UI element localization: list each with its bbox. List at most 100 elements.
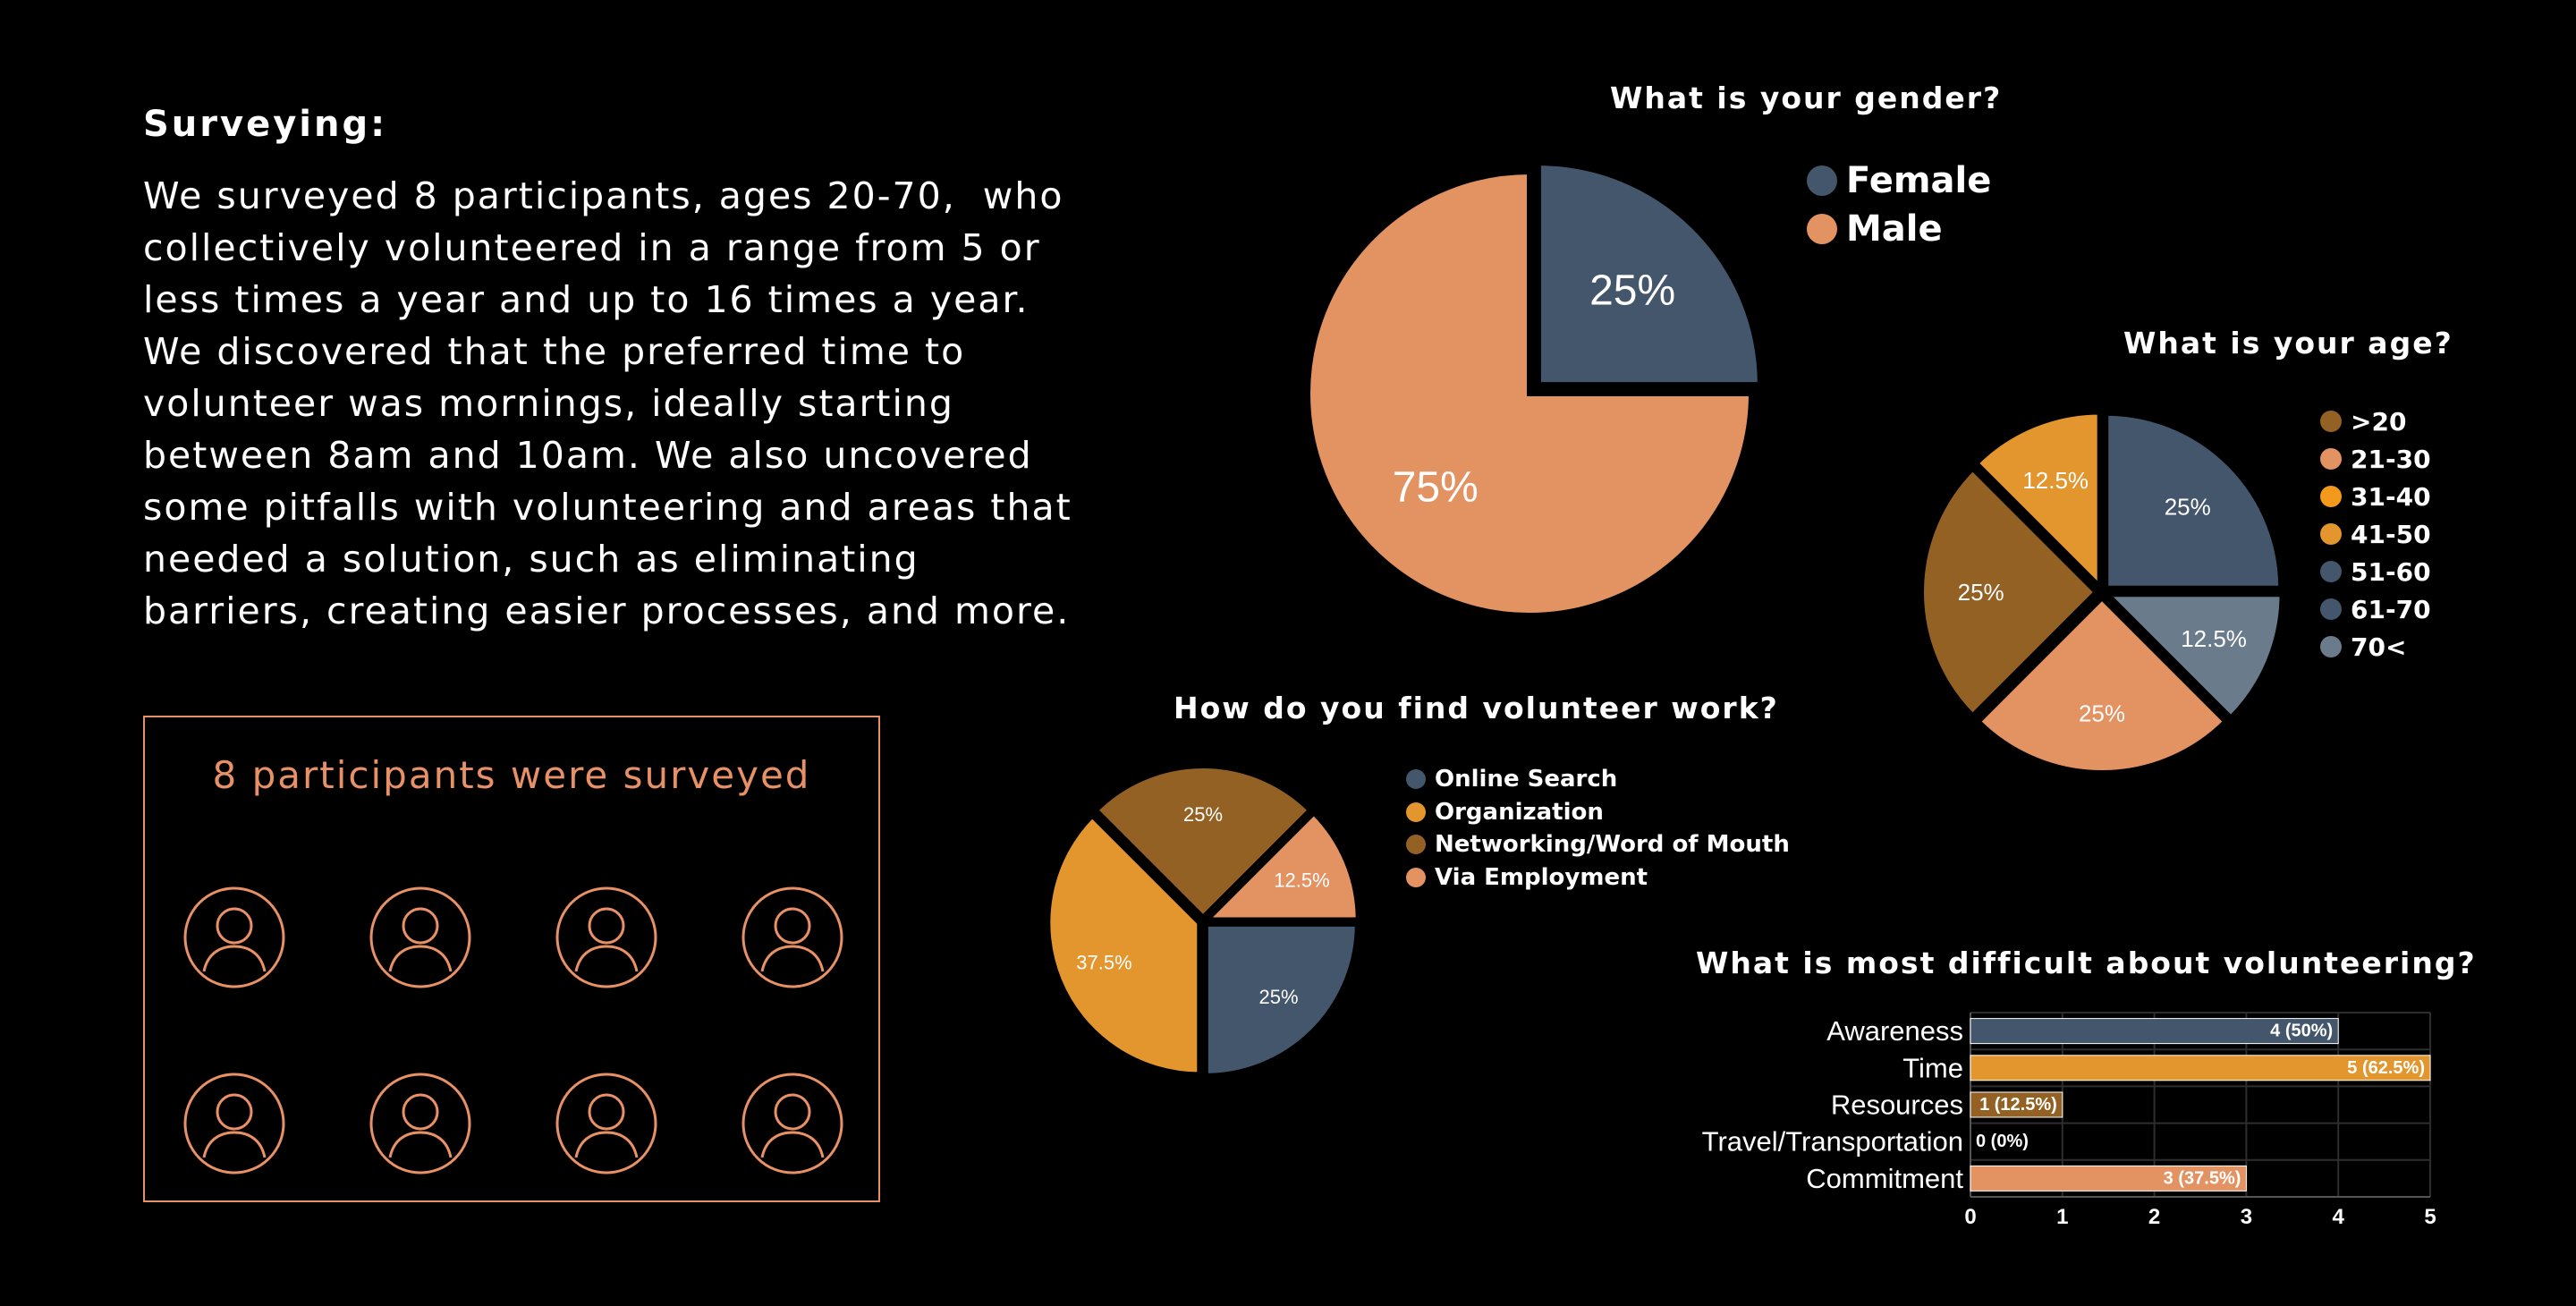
pie-slice-label: 12.5% bbox=[2022, 467, 2089, 494]
legend-dot bbox=[2320, 523, 2342, 545]
x-tick-label: 1 bbox=[2056, 1205, 2068, 1229]
person-circle-icon bbox=[369, 1072, 472, 1175]
legend-dot bbox=[2320, 636, 2342, 657]
gender-pie-chart: 25% 75% bbox=[1305, 160, 1763, 618]
pie-slice-70- bbox=[2100, 591, 2285, 723]
pie-slice--20 bbox=[1919, 464, 2101, 720]
legend-item-31-40: 31-40 bbox=[2320, 478, 2431, 515]
x-tick-label: 2 bbox=[2148, 1205, 2160, 1229]
summary-line: We discovered that the preferred time to bbox=[143, 330, 966, 373]
summary-line: needed a solution, such as eliminating bbox=[143, 538, 919, 581]
pie-slice-41-50 bbox=[1971, 409, 2103, 594]
age-pie-chart: 25% 12.5% 25% 25% 12.5% bbox=[1919, 409, 2285, 776]
legend-item-online-search: Online Search bbox=[1406, 763, 1790, 796]
pie-slice-networking-word-of-mouth bbox=[1091, 763, 1315, 922]
bar-value-label: 3 (37.5%) bbox=[2164, 1168, 2241, 1188]
legend-item-41-50: 41-50 bbox=[2320, 515, 2431, 553]
x-tick-label: 0 bbox=[1964, 1205, 1976, 1229]
age-legend: >20 21-30 31-40 41-50 51-60 61-70 70< bbox=[2320, 403, 2431, 666]
pie-slice-51-60 bbox=[2103, 410, 2284, 591]
pie-slice-label: 12.5% bbox=[2181, 625, 2247, 652]
person-circle-icon bbox=[741, 1072, 844, 1175]
pie-slice-21-30 bbox=[1974, 593, 2230, 776]
category-label: Travel/Transportation bbox=[1702, 1126, 1963, 1158]
legend-label: 51-60 bbox=[2351, 556, 2431, 587]
legend-dot bbox=[1406, 801, 1426, 822]
pie-slice-label: 25% bbox=[1183, 803, 1223, 826]
bar-value-label: 4 (50%) bbox=[2270, 1022, 2333, 1041]
legend-item-under-20: >20 bbox=[2320, 403, 2431, 440]
legend-item-male: Male bbox=[1807, 205, 1991, 253]
legend-label: 21-30 bbox=[2351, 444, 2431, 474]
person-circle-icon bbox=[555, 1072, 658, 1175]
bar-time bbox=[1970, 1055, 2431, 1081]
summary-line: less times a year and up to 16 times a y… bbox=[143, 278, 1030, 321]
find-work-chart-title: How do you find volunteer work? bbox=[1174, 691, 1779, 725]
legend-dot bbox=[2320, 486, 2342, 507]
age-chart-title: What is your age? bbox=[2123, 326, 2453, 360]
person-circle-icon bbox=[182, 1072, 286, 1175]
pie-slice-label: 12.5% bbox=[1274, 869, 1329, 892]
summary-line: We surveyed 8 participants, ages 20-70, … bbox=[143, 174, 1064, 217]
legend-label: Male bbox=[1846, 208, 1943, 250]
person-circle-icon bbox=[555, 886, 658, 989]
find-work-pie-chart: 25% 37.5% 25% 12.5% bbox=[1045, 763, 1361, 1079]
legend-dot bbox=[1406, 769, 1426, 790]
legend-label: 70< bbox=[2351, 632, 2407, 662]
legend-label: Organization bbox=[1435, 798, 1604, 826]
x-tick-label: 5 bbox=[2424, 1205, 2436, 1229]
pie-slice-online-search bbox=[1202, 920, 1360, 1079]
legend-item-over-70: 70< bbox=[2320, 628, 2431, 666]
summary-line: between 8am and 10am. We also uncovered bbox=[143, 434, 1033, 477]
x-tick-label: 3 bbox=[2241, 1205, 2252, 1229]
pie-slice-male bbox=[1305, 168, 1755, 618]
participants-panel: 8 participants were surveyed bbox=[143, 716, 880, 1202]
category-label: Resources bbox=[1831, 1090, 1963, 1121]
difficulty-chart-title: What is most difficult about volunteerin… bbox=[1696, 946, 2477, 980]
legend-item-organization: Organization bbox=[1406, 796, 1790, 829]
legend-item-61-70: 61-70 bbox=[2320, 590, 2431, 628]
summary-line: some pitfalls with volunteering and area… bbox=[143, 486, 1072, 529]
legend-dot bbox=[1406, 835, 1426, 855]
find-work-legend: Online Search Organization Networking/Wo… bbox=[1406, 763, 1790, 894]
category-label: Commitment bbox=[1806, 1163, 1963, 1194]
summary-line: barriers, creating easier processes, and… bbox=[143, 589, 1071, 632]
legend-label: 31-40 bbox=[2351, 481, 2431, 512]
legend-label: Female bbox=[1846, 160, 1992, 201]
legend-label: 41-50 bbox=[2351, 519, 2431, 549]
summary-line: collectively volunteered in a range from… bbox=[143, 226, 1041, 269]
pie-slice-label: 25% bbox=[2165, 493, 2211, 520]
pie-slice-organization bbox=[1045, 811, 1203, 1078]
category-label: Awareness bbox=[1826, 1015, 1963, 1047]
legend-item-via-employment: Via Employment bbox=[1406, 861, 1790, 895]
legend-label: Networking/Word of Mouth bbox=[1435, 831, 1790, 859]
pie-slice-label: 25% bbox=[1259, 986, 1299, 1008]
legend-label: Online Search bbox=[1435, 766, 1618, 793]
pie-slice-label: 25% bbox=[2079, 700, 2125, 726]
legend-dot bbox=[1807, 165, 1837, 196]
pie-slice-via-employment bbox=[1199, 809, 1361, 923]
pie-slice-label: 25% bbox=[1589, 267, 1675, 314]
gender-chart-title: What is your gender? bbox=[1610, 81, 2003, 115]
pie-slice-label: 25% bbox=[1958, 579, 2004, 606]
bar-awareness bbox=[1970, 1018, 2339, 1045]
pie-slice-female bbox=[1535, 160, 1763, 388]
bar-value-label: 5 (62.5%) bbox=[2347, 1058, 2425, 1078]
legend-dot bbox=[2320, 561, 2342, 582]
person-circle-icon bbox=[369, 886, 472, 989]
pie-slice-label: 37.5% bbox=[1076, 951, 1131, 973]
summary-line: volunteer was mornings, ideally starting bbox=[143, 382, 954, 425]
participants-title: 8 participants were surveyed bbox=[212, 753, 811, 797]
legend-item-female: Female bbox=[1807, 157, 1991, 205]
category-label: Time bbox=[1902, 1052, 1963, 1083]
legend-item-networking: Networking/Word of Mouth bbox=[1406, 828, 1790, 861]
pie-slice-label: 75% bbox=[1393, 464, 1479, 512]
legend-label: >20 bbox=[2351, 406, 2407, 437]
x-tick-label: 4 bbox=[2333, 1205, 2345, 1229]
legend-dot bbox=[1406, 867, 1426, 887]
bar-commitment bbox=[1970, 1165, 2247, 1192]
legend-item-21-30: 21-30 bbox=[2320, 440, 2431, 478]
gender-legend: Female Male bbox=[1807, 157, 1991, 253]
legend-item-51-60: 51-60 bbox=[2320, 553, 2431, 590]
legend-dot bbox=[2320, 448, 2342, 470]
